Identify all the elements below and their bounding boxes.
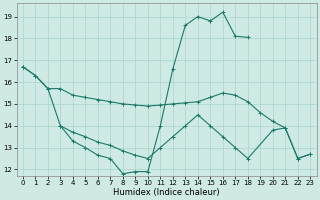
X-axis label: Humidex (Indice chaleur): Humidex (Indice chaleur) xyxy=(113,188,220,197)
